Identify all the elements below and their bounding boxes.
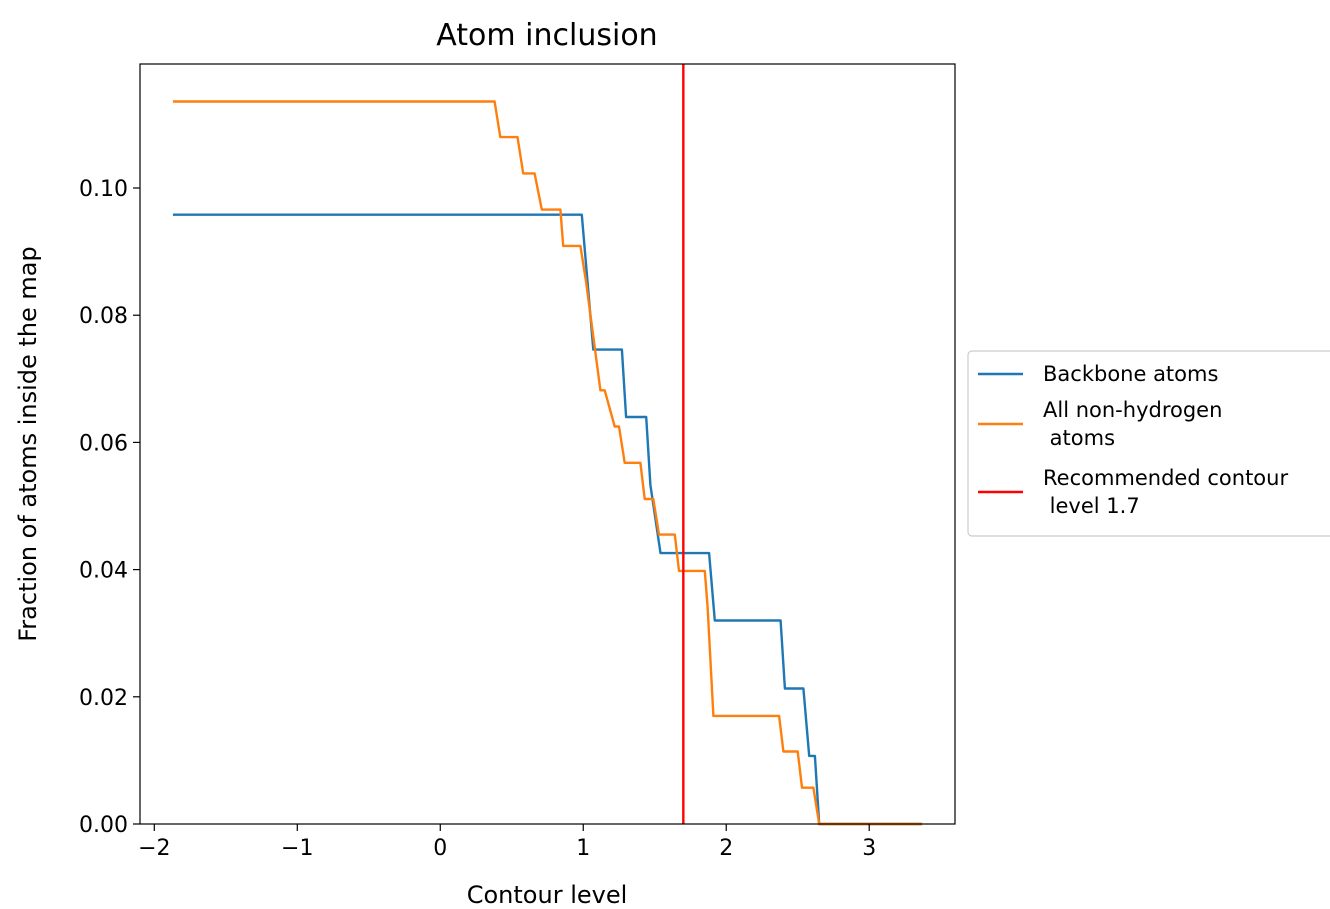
y-tick-label: 0.08	[79, 304, 128, 329]
plot-background	[140, 64, 955, 824]
y-tick-label: 0.02	[79, 686, 128, 711]
y-tick-label: 0.06	[79, 431, 128, 456]
x-tick-label: −2	[138, 836, 170, 861]
x-tick-label: 0	[433, 836, 447, 861]
x-tick-label: −1	[281, 836, 313, 861]
x-tick-label: 2	[719, 836, 733, 861]
legend-label: Backbone atoms	[1043, 362, 1218, 386]
x-tick-label: 1	[576, 836, 590, 861]
y-axis-label: Fraction of atoms inside the map	[14, 246, 42, 642]
plot-area	[140, 64, 955, 824]
chart-title: Atom inclusion	[436, 18, 657, 53]
y-tick-label: 0.04	[79, 559, 128, 584]
x-axis-label: Contour level	[467, 881, 628, 909]
y-tick-label: 0.10	[79, 177, 128, 202]
x-tick-label: 3	[862, 836, 876, 861]
y-tick-label: 0.00	[79, 813, 128, 838]
